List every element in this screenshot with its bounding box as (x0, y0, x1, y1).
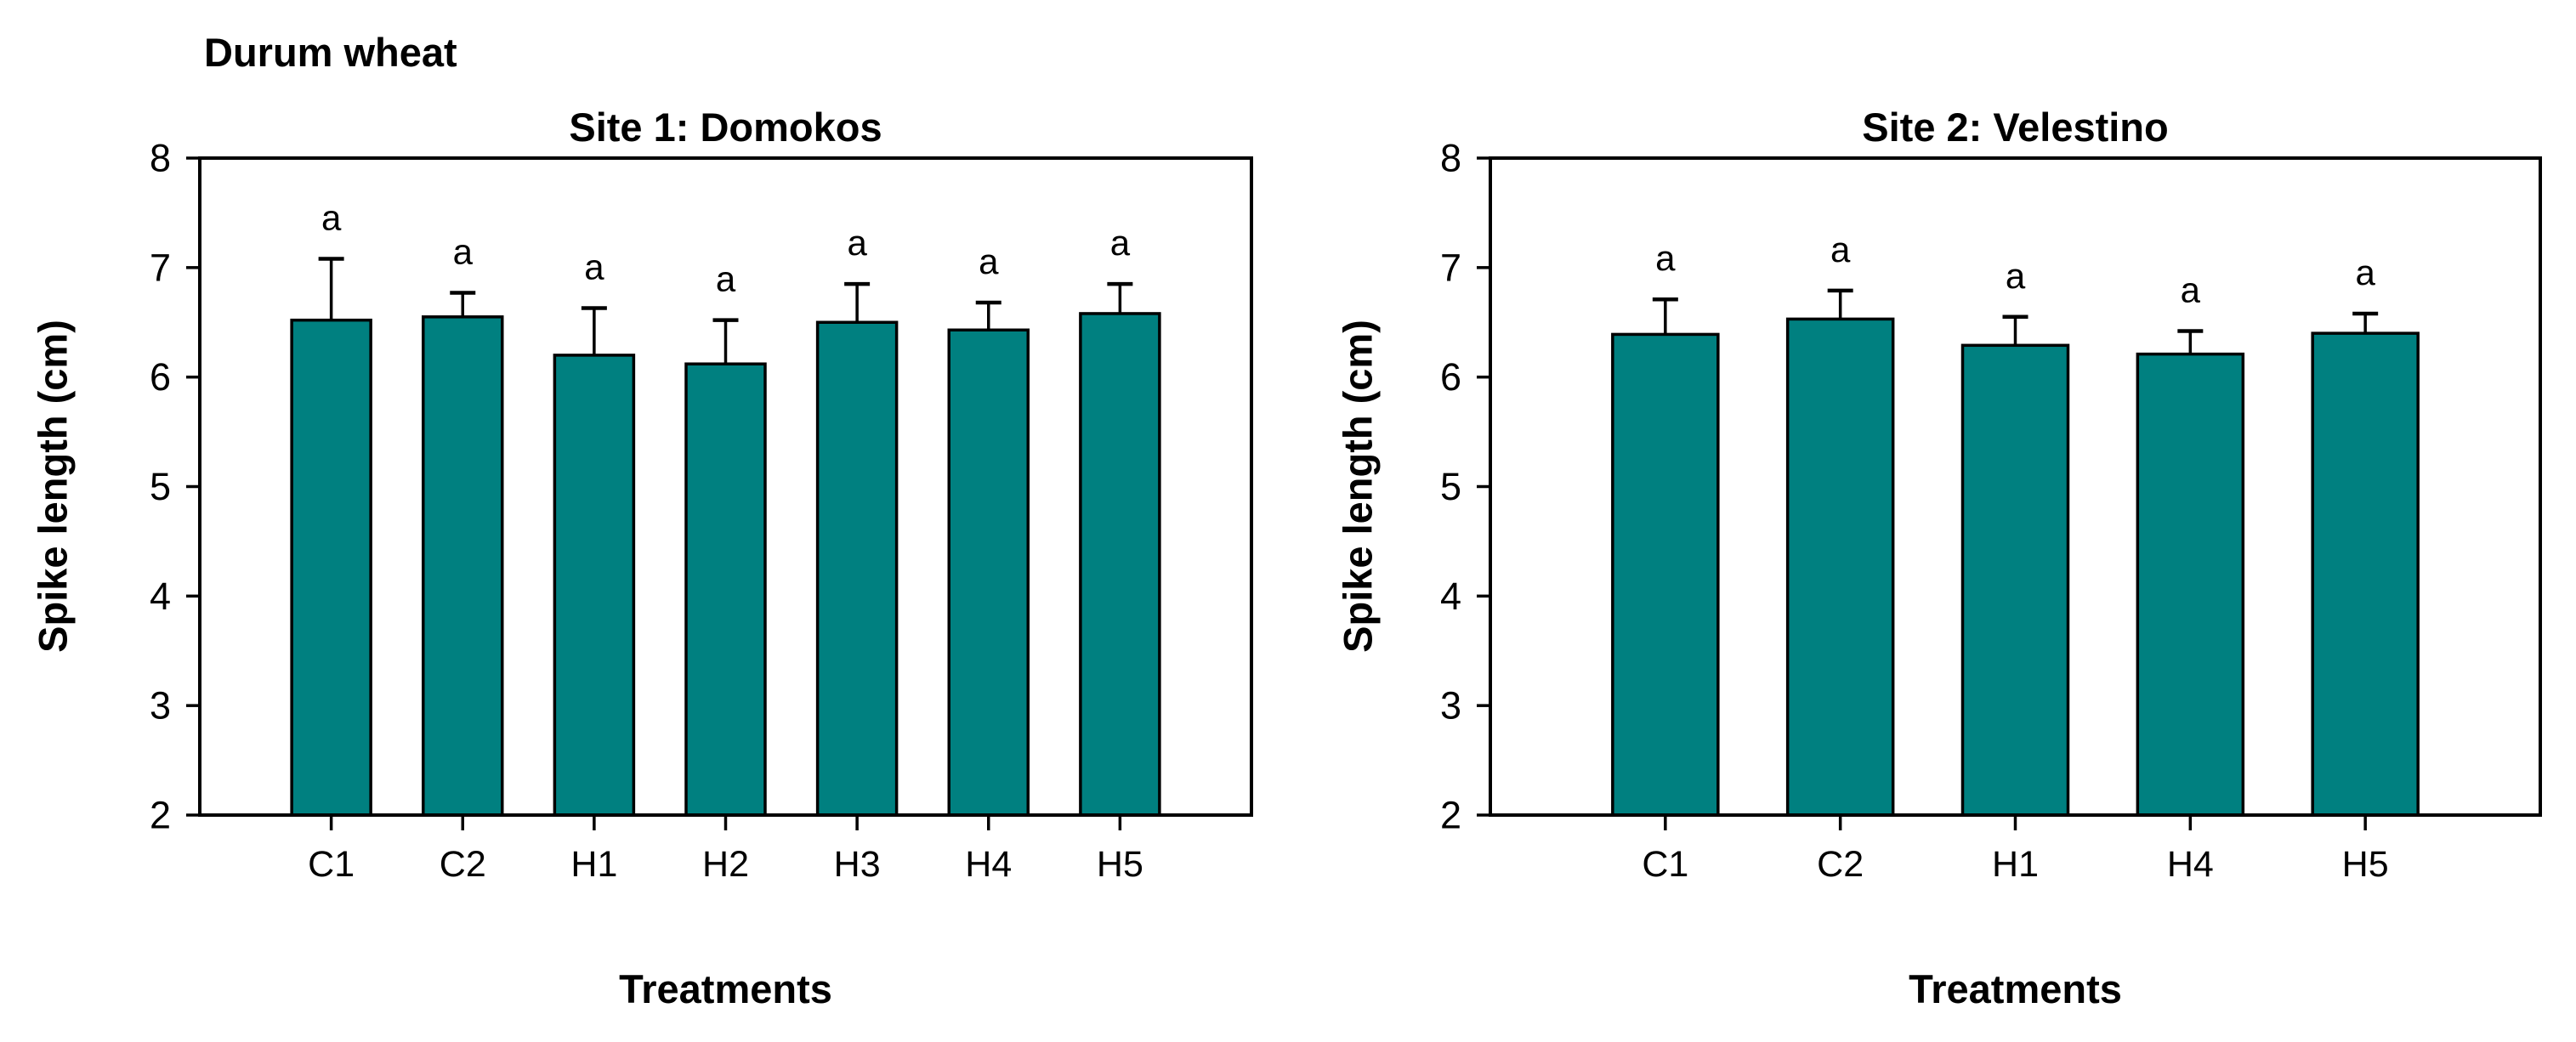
y-tick-label-site1-6: 6 (150, 355, 171, 399)
bar-site2-H1 (1960, 343, 2070, 817)
sig-letter-site1-H1: a (584, 247, 604, 287)
bar-site2-H4 (2136, 352, 2245, 817)
x-tick-label-site2-C1: C1 (1642, 844, 1688, 885)
y-tick-label-site1-7: 7 (150, 246, 171, 289)
bar-site2-C1 (1611, 332, 1720, 817)
chart-site1: a a a a a a a 2 3 4 5 6 7 8 C1 C2 H1 H2 H3 H4 H5 (150, 137, 1253, 885)
chart-title-site1: Site 1: Domokos (569, 105, 882, 150)
y-tick-label-site2-8: 8 (1440, 137, 1461, 180)
y-tick-label-site1-2: 2 (150, 794, 171, 837)
chart-site2: a a a a a 2 3 4 5 6 7 8 C1 C2 H1 H4 H5 (1440, 137, 2542, 885)
chart-title-site2: Site 2: Velestino (1862, 105, 2169, 150)
x-axis-label-site2: Treatments (1909, 966, 2122, 1011)
sig-letter-site2-C2: a (1830, 229, 1851, 269)
x-tick-label-site1-C1: C1 (308, 844, 355, 885)
sig-letter-site1-H2: a (716, 259, 736, 299)
bar-site1-H1 (553, 354, 636, 817)
bar-site1-H3 (815, 320, 899, 817)
bar-site2-C2 (1785, 317, 1895, 817)
x-tick-label-site1-H4: H4 (965, 844, 1012, 885)
x-tick-label-site1-C2: C2 (440, 844, 486, 885)
x-tick-label-site1-H3: H3 (834, 844, 881, 885)
bar-site1-C2 (422, 315, 504, 817)
x-axis-label-site1: Treatments (619, 966, 832, 1011)
y-tick-label-site1-5: 5 (150, 465, 171, 508)
y-tick-label-site2-6: 6 (1440, 355, 1461, 399)
x-tick-label-site2-H4: H4 (2167, 844, 2214, 885)
y-tick-label-site1-8: 8 (150, 137, 171, 180)
sig-letter-site2-C1: a (1655, 238, 1676, 278)
sig-letter-site1-C1: a (321, 198, 342, 238)
sig-letter-site1-H4: a (979, 241, 999, 281)
bar-site1-H5 (1079, 312, 1161, 817)
figure-title: Durum wheat (204, 30, 457, 75)
y-tick-label-site2-4: 4 (1440, 575, 1461, 618)
sig-letter-site1-C2: a (453, 231, 474, 271)
bar-site1-H2 (684, 362, 767, 817)
sig-letter-site1-H5: a (1110, 223, 1131, 263)
x-tick-label-site1-H2: H2 (702, 844, 749, 885)
y-tick-label-site1-4: 4 (150, 575, 171, 618)
x-tick-label-site1-H1: H1 (570, 844, 617, 885)
sig-letter-site1-H3: a (847, 223, 867, 263)
y-tick-label-site2-7: 7 (1440, 246, 1461, 289)
sig-letter-site2-H5: a (2355, 252, 2375, 292)
y-tick-label-site2-2: 2 (1440, 794, 1461, 837)
x-tick-label-site1-H5: H5 (1097, 844, 1143, 885)
bar-site1-C1 (290, 318, 372, 817)
x-tick-label-site2-H5: H5 (2342, 844, 2389, 885)
y-tick-label-site2-3: 3 (1440, 684, 1461, 728)
y-tick-label-site1-3: 3 (150, 684, 171, 728)
y-tick-label-site2-5: 5 (1440, 465, 1461, 508)
bar-site1-H4 (947, 328, 1030, 817)
x-tick-label-site2-H1: H1 (1992, 844, 2039, 885)
x-tick-label-site2-C2: C2 (1817, 844, 1864, 885)
sig-letter-site2-H4: a (2181, 270, 2201, 310)
sig-letter-site2-H1: a (2006, 256, 2026, 296)
bar-site2-H5 (2311, 331, 2420, 817)
